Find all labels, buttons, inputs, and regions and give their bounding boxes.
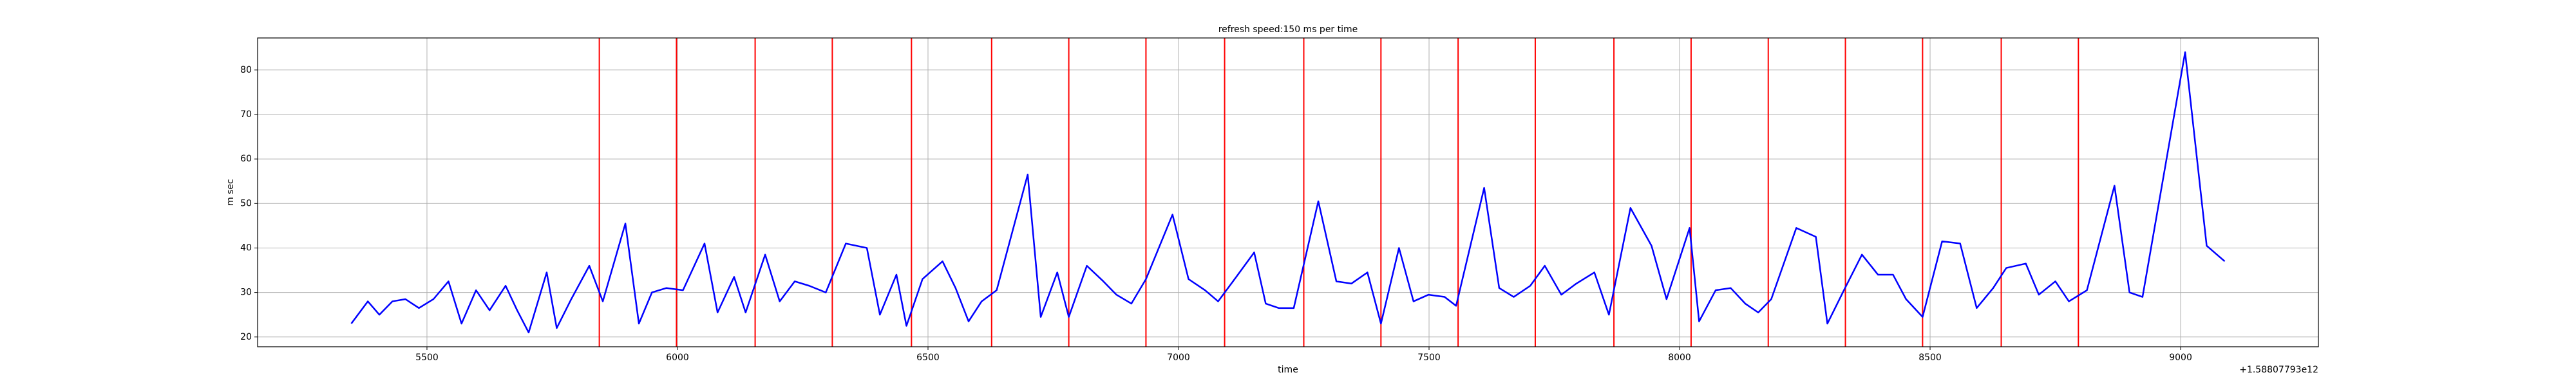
- x-tick-label: 5500: [415, 353, 439, 363]
- chart-title: refresh speed:150 ms per time: [1218, 24, 1358, 35]
- y-tick-label: 70: [240, 109, 252, 120]
- x-axis-label: time: [1278, 365, 1298, 375]
- y-tick-label: 40: [240, 243, 252, 253]
- y-tick-label: 30: [240, 288, 252, 298]
- x-tick-label: 8000: [1668, 353, 1691, 363]
- x-tick-label: 7000: [1167, 353, 1190, 363]
- y-tick-label: 80: [240, 65, 252, 75]
- x-tick-label: 7500: [1417, 353, 1441, 363]
- x-tick-label: 6000: [666, 353, 689, 363]
- y-tick-label: 50: [240, 198, 252, 208]
- data-line: [350, 51, 2226, 334]
- y-axis-label: m sec: [225, 179, 236, 206]
- x-tick-label: 8500: [1918, 353, 1942, 363]
- axes-frame: [257, 37, 2319, 347]
- y-tick-label: 60: [240, 154, 252, 164]
- x-tick-label: 9000: [2169, 353, 2192, 363]
- x-offset-label: +1.58807793e12: [2239, 365, 2318, 375]
- x-tick-label: 6500: [916, 353, 940, 363]
- y-tick-label: 20: [240, 332, 252, 342]
